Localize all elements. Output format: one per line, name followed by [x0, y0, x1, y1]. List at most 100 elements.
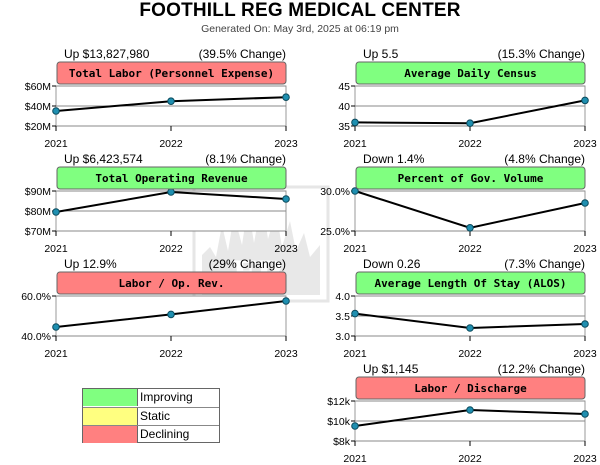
x-tick-label: 2022: [159, 348, 183, 360]
status-legend: Improving Static Declining: [82, 388, 220, 443]
x-tick-label: 2021: [44, 138, 68, 150]
chart-title: Total Operating Revenue: [95, 172, 248, 185]
x-tick-label: 2023: [573, 348, 597, 360]
chart-summary-left: Down 1.4%: [363, 152, 425, 166]
x-tick-label: 2022: [159, 243, 183, 255]
x-tick-label: 2021: [343, 453, 367, 465]
y-tick-label: $60M: [25, 81, 51, 93]
x-tick-label: 2022: [458, 348, 482, 360]
data-point: [466, 224, 474, 232]
y-tick-label: 30.0%: [320, 186, 350, 198]
data-point: [581, 410, 589, 418]
chart-summary-left: Up $6,423,574: [64, 152, 143, 166]
chart-percent-gov-volume: Down 1.4% (4.8% Change) 25.0% 30.0% 2021 20…: [320, 152, 597, 255]
data-point: [466, 406, 474, 414]
x-tick-label: 2022: [159, 138, 183, 150]
y-tick-label: 40.0%: [21, 331, 51, 343]
data-point: [351, 187, 359, 195]
x-tick-label: 2021: [343, 138, 367, 150]
y-tick-label: 25.0%: [320, 226, 350, 238]
y-tick-label: 3.0: [335, 331, 350, 343]
data-point: [581, 199, 589, 207]
chart-title: Average Length Of Stay (ALOS): [374, 277, 566, 290]
legend-swatch: [83, 426, 138, 443]
data-point: [52, 323, 60, 331]
x-tick-label: 2021: [343, 348, 367, 360]
chart-title: Labor / Op. Rev.: [119, 277, 225, 290]
report-subtitle: Generated On: May 3rd, 2025 at 06:19 pm: [201, 23, 399, 35]
x-tick-label: 2023: [274, 348, 298, 360]
y-tick-label: $8k: [333, 436, 351, 448]
x-tick-label: 2022: [458, 138, 482, 150]
chart-title-banner: [355, 376, 586, 400]
chart-title-banner: [355, 271, 586, 295]
y-tick-label: $40M: [25, 101, 51, 113]
legend-swatch: [83, 389, 138, 406]
legend-label: Static: [140, 409, 171, 423]
chart-plot: 40.0% 60.0% 2021 2022 2023 Labor / Op. Rev.: [21, 271, 298, 360]
data-point: [167, 97, 175, 106]
legend-label: Improving: [140, 390, 193, 404]
report-title: FOOTHILL REG MEDICAL CENTER: [139, 0, 461, 21]
chart-summary-left: Down 0.26: [363, 257, 421, 271]
chart-title-banner: [56, 271, 287, 295]
data-point: [52, 107, 60, 115]
x-tick-label: 2023: [274, 243, 298, 255]
y-tick-label: 45: [338, 81, 350, 93]
chart-title: Average Daily Census: [404, 67, 536, 80]
x-tick-label: 2022: [458, 243, 482, 255]
chart-summary-right: (12.2% Change): [497, 362, 585, 376]
y-tick-label: $70M: [25, 226, 51, 238]
data-point: [581, 320, 589, 328]
data-point: [351, 309, 359, 318]
data-point: [52, 208, 60, 216]
data-point: [282, 93, 290, 102]
chart-total-operating-revenue: Up $6,423,574 (8.1% Change) $70M $80M $90M…: [25, 152, 298, 255]
chart-summary-left: Up 5.5: [363, 47, 399, 61]
y-tick-label: 3.5: [335, 311, 350, 323]
x-tick-label: 2022: [458, 453, 482, 465]
x-tick-label: 2023: [573, 138, 597, 150]
data-point: [282, 297, 290, 305]
data-point: [466, 324, 474, 332]
chart-summary-left: Up 12.9%: [64, 257, 117, 271]
chart-plot: $70M $80M $90M 2021 2022 2023 Total Operating …: [25, 166, 298, 255]
data-point: [351, 118, 359, 127]
data-point: [282, 195, 290, 203]
chart-summary-right: (39.5% Change): [198, 47, 286, 61]
chart-title: Labor / Discharge: [414, 382, 527, 395]
x-tick-label: 2021: [44, 348, 68, 360]
x-tick-label: 2023: [573, 243, 597, 255]
data-point: [351, 422, 359, 430]
chart-labor-op-rev: Up 12.9% (29% Change) 40.0% 60.0% 2021 2022…: [21, 257, 298, 360]
y-tick-label: $90M: [25, 186, 51, 198]
chart-title-banner: [56, 166, 287, 190]
y-tick-label: $80M: [25, 206, 51, 218]
y-tick-label: 35: [338, 121, 350, 133]
chart-title: Percent of Gov. Volume: [398, 172, 544, 185]
legend-item-improving: Improving: [83, 389, 219, 406]
chart-summary-right: (8.1% Change): [205, 152, 286, 166]
chart-plot: $20M $40M $60M 2021 2022 2023 Total Labor (Per…: [25, 61, 298, 150]
chart-plot: 3.0 3.5 4.0 2021 2022 2023 Average Length Of S…: [335, 271, 597, 360]
chart-summary-left: Up $13,827,980: [64, 47, 150, 61]
chart-title-banner: [56, 61, 287, 85]
y-tick-label: 4.0: [335, 291, 350, 303]
x-tick-label: 2023: [573, 453, 597, 465]
legend-item-static: Static: [83, 407, 219, 425]
chart-average-length-of-stay: Down 0.26 (7.3% Change) 3.0 3.5 4.0 2021 202…: [335, 257, 597, 360]
chart-average-daily-census: Up 5.5 (15.3% Change) 35 40 45 2021 2022 2023…: [338, 47, 597, 150]
chart-labor-discharge: Up $1,145 (12.2% Change) $8k $10k $12k 2021…: [327, 362, 597, 465]
chart-title: Total Labor (Personnel Expense): [69, 67, 274, 80]
y-tick-label: $20M: [25, 121, 51, 133]
chart-summary-left: Up $1,145: [363, 362, 419, 376]
y-tick-label: $10k: [327, 416, 351, 428]
data-point: [167, 310, 175, 319]
chart-summary-right: (29% Change): [208, 257, 286, 271]
y-tick-label: 60.0%: [21, 291, 51, 303]
y-tick-label: 40: [338, 101, 350, 113]
chart-plot: 25.0% 30.0% 2021 2022 2023 Percent of Gov. Vo…: [320, 166, 597, 255]
data-point: [466, 119, 474, 127]
x-tick-label: 2023: [274, 138, 298, 150]
chart-summary-right: (4.8% Change): [504, 152, 585, 166]
